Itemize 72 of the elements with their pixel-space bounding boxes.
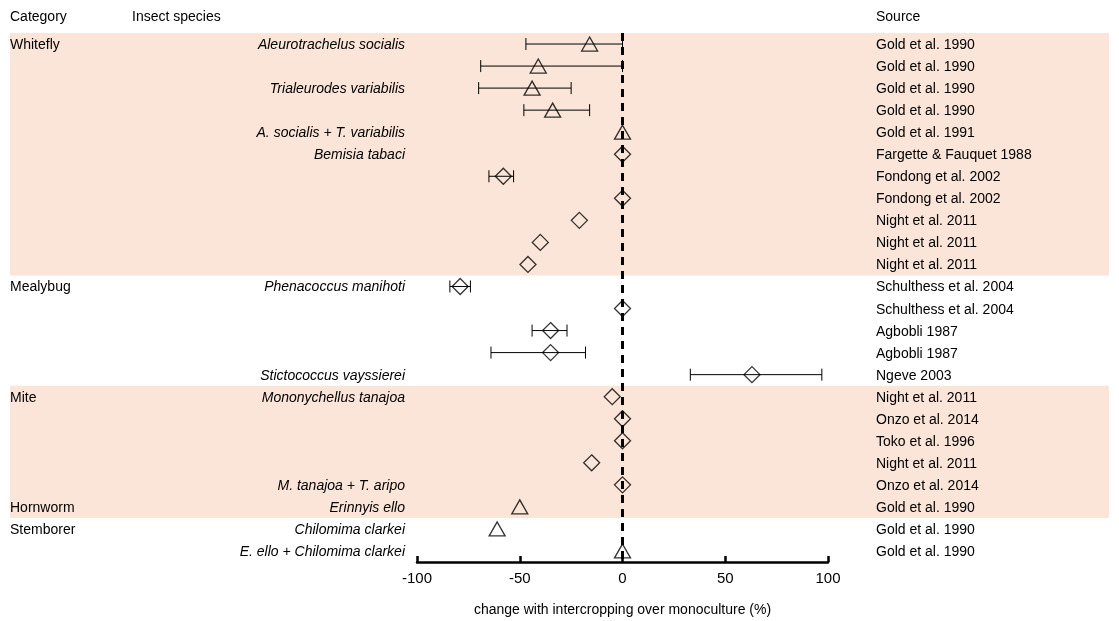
text: Whitefly (10, 36, 60, 53)
y2-tick-label: Schulthess et al. 2004 (876, 278, 1014, 295)
y-tick-label: Mononychellus tanajoa (261, 388, 406, 405)
y2-tick-label: Gold et al. 1990 (876, 58, 976, 75)
x-tick-label: -50 (508, 569, 531, 586)
y-tick-label: E. ello + Chilomima clarkei (239, 542, 406, 559)
text: Insect species (132, 8, 221, 24)
point (613, 476, 632, 494)
y2-tick-label: Fargette & Fauquet 1988 (876, 146, 1032, 163)
point (603, 388, 621, 406)
point (541, 321, 560, 340)
y2-tick-label: Night et al. 2011 (876, 454, 978, 471)
y-tick-label: Stictococcus vayssierei (260, 366, 406, 383)
point (523, 80, 541, 96)
point (613, 124, 632, 140)
point (743, 366, 761, 384)
point (531, 233, 549, 252)
y2-tick-label: Fondong et al. 2002 (876, 190, 1001, 207)
point (570, 211, 588, 229)
y-tick-label: Phenacoccus manihoti (264, 278, 406, 295)
y-tick-label: Trialeurodes variabilis (269, 80, 405, 97)
y-tick-label: Chilomima clarkei (294, 520, 406, 537)
y2-tick-label: Night et al. 2011 (876, 256, 978, 273)
y2-tick-label: Schulthess et al. 2004 (876, 300, 1014, 317)
y2-tick-label: Onzo et al. 2014 (876, 476, 979, 493)
y-tick-label: M. tanajoa + T. aripo (277, 476, 406, 493)
point (613, 410, 632, 428)
point (583, 454, 601, 472)
text: Mite (10, 388, 37, 405)
point (613, 432, 632, 450)
point (613, 543, 632, 559)
y2-tick-label: Gold et al. 1991 (876, 124, 976, 141)
y-tick-label: Bemisia tabaci (313, 146, 406, 163)
x-tick-label: -100 (401, 569, 433, 586)
y2-tick-label: Night et al. 2011 (876, 388, 978, 405)
point (543, 102, 562, 118)
y2-tick-label: Fondong et al. 2002 (876, 168, 1001, 185)
x-tick-label: 100 (815, 569, 841, 586)
y2-tick-label: Agbobli 1987 (876, 322, 958, 339)
x-tick-label: 50 (716, 569, 734, 586)
text: Stemborer (10, 520, 76, 537)
text: Mealybug (10, 278, 71, 295)
point (613, 189, 632, 207)
y2-tick-label: Night et al. 2011 (876, 212, 978, 229)
y2-tick-label: Agbobli 1987 (876, 344, 958, 361)
x-tick-label: 0 (618, 569, 627, 586)
y2-tick-label: Gold et al. 1990 (876, 520, 976, 537)
point (541, 343, 560, 362)
point (529, 58, 547, 74)
point (519, 255, 537, 274)
point (488, 521, 506, 537)
point (613, 145, 632, 163)
y2-tick-label: Gold et al. 1990 (876, 102, 976, 119)
y-tick-label: Erinnyis ello (329, 498, 406, 515)
point (511, 499, 529, 515)
y2-tick-label: Ngeve 2003 (876, 366, 952, 383)
text: Category (10, 8, 67, 24)
y2-tick-label: Gold et al. 1990 (876, 498, 976, 515)
y2-tick-label: Toko et al. 1996 (876, 432, 976, 449)
point (580, 36, 599, 52)
y2-tick-label: Gold et al. 1990 (876, 80, 976, 97)
y2-tick-label: Night et al. 2011 (876, 234, 978, 251)
y2-tick-label: Gold et al. 1990 (876, 36, 976, 53)
x-axis-title: change with intercropping over monoculture (%) (473, 601, 772, 617)
y-tick-label: A. socialis + T. variabilis (255, 124, 405, 141)
text: Source (876, 8, 921, 24)
y-tick-label: Aleurotrachelus socialis (256, 36, 405, 53)
y2-tick-label: Onzo et al. 2014 (876, 410, 979, 427)
point (613, 299, 632, 318)
point (494, 167, 512, 185)
text: Hornworm (10, 498, 75, 515)
y2-tick-label: Gold et al. 1990 (876, 542, 976, 559)
